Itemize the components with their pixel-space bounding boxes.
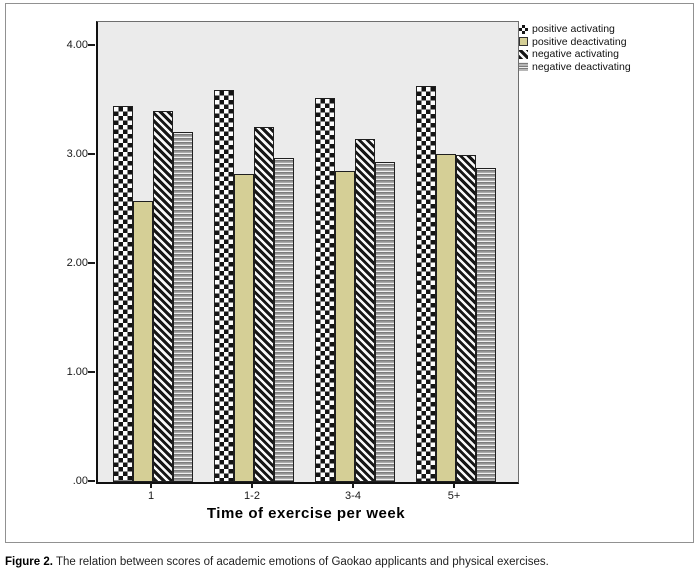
- y-tick-label: 1.00: [66, 366, 88, 378]
- legend-swatch-checker-icon: [519, 24, 528, 34]
- bar-negative-deactivating-5+: [476, 168, 496, 482]
- bar-positive-deactivating-1-2: [234, 174, 254, 482]
- bar-negative-deactivating-3-4: [375, 162, 395, 482]
- bar-positive-deactivating-1: [133, 201, 153, 482]
- legend-item-negative-activating: negative activating: [519, 49, 631, 59]
- figure-caption: Figure 2. The relation between scores of…: [5, 556, 695, 568]
- legend-item-negative-deactivating: negative deactivating: [519, 62, 631, 72]
- y-tick-label: 2.00: [66, 257, 88, 269]
- x-tick-mark: [352, 483, 354, 488]
- y-tick-mark: [88, 44, 95, 46]
- x-axis-title: Time of exercise per week: [206, 505, 406, 522]
- bar-positive-deactivating-3-4: [335, 171, 355, 482]
- bar-negative-activating-1-2: [254, 127, 274, 482]
- plot-area: [96, 21, 519, 484]
- legend-label: negative deactivating: [532, 60, 631, 73]
- x-tick-mark: [150, 483, 152, 488]
- bar-positive-deactivating-5+: [436, 154, 456, 482]
- legend-swatch-hstripe-icon: [519, 62, 528, 72]
- y-tick-mark: [88, 371, 95, 373]
- legend-swatch-solid-icon: [519, 37, 528, 47]
- legend-item-positive-deactivating: positive deactivating: [519, 35, 631, 48]
- figure-panel: Time of exercise per week positive activ…: [5, 3, 694, 543]
- x-tick-label: 1-2: [244, 490, 260, 502]
- bar-negative-activating-3-4: [355, 139, 375, 482]
- figure-caption-label: Figure 2.: [5, 556, 53, 568]
- bar-negative-activating-1: [153, 111, 173, 482]
- legend-label: positive deactivating: [532, 35, 627, 48]
- x-tick-mark: [251, 483, 253, 488]
- bar-positive-activating-3-4: [315, 98, 335, 482]
- y-tick-mark: [88, 262, 95, 264]
- x-tick-mark: [453, 483, 455, 488]
- bar-negative-deactivating-1: [173, 132, 193, 482]
- x-tick-label: 5+: [447, 490, 461, 502]
- y-tick-mark: [88, 153, 95, 155]
- y-tick-mark: [88, 480, 95, 482]
- legend-item-positive-activating: positive activating: [519, 24, 631, 34]
- legend: positive activating positive deactivating…: [519, 24, 631, 74]
- x-tick-label: 3-4: [345, 490, 361, 502]
- x-tick-label: 1: [147, 490, 155, 502]
- y-tick-label: 4.00: [66, 39, 88, 51]
- legend-label: positive activating: [532, 23, 615, 35]
- legend-swatch-diagonal-icon: [519, 49, 528, 59]
- figure-caption-text: The relation between scores of academic …: [55, 556, 549, 568]
- bar-positive-activating-5+: [416, 86, 436, 482]
- bar-negative-deactivating-1-2: [274, 158, 294, 482]
- bar-positive-activating-1: [113, 106, 133, 482]
- y-tick-label: 3.00: [66, 148, 88, 160]
- bar-positive-activating-1-2: [214, 90, 234, 482]
- y-tick-label: .00: [72, 475, 88, 487]
- legend-label: negative activating: [532, 48, 619, 61]
- bar-negative-activating-5+: [456, 155, 476, 482]
